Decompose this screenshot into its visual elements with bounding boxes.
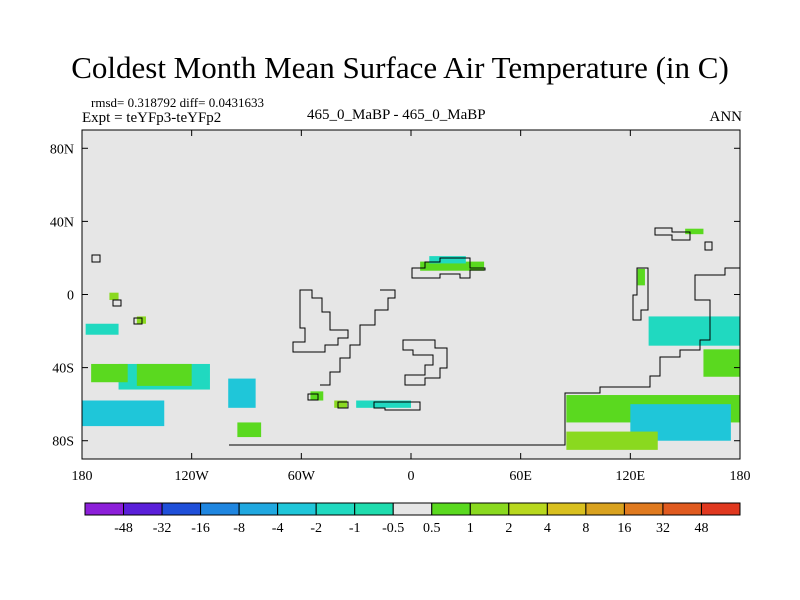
colorbar-label-9: 1 (467, 521, 474, 536)
chart-title: Coldest Month Mean Surface Air Temperatu… (71, 50, 729, 85)
anomaly-region-20 (685, 228, 704, 235)
y-tick-label-2: 0 (67, 289, 74, 304)
y-tick-label-0: 80N (50, 142, 74, 157)
coastlines (91, 227, 740, 446)
anomaly-region-10 (310, 391, 324, 401)
colorbar-box-13 (585, 502, 625, 516)
colorbar-box-11 (508, 502, 548, 516)
small-ring-island-4 (133, 317, 143, 325)
colorbar-label-2: -16 (191, 521, 210, 536)
anomaly-region-8 (136, 316, 146, 324)
colorbar-box-0 (84, 502, 125, 516)
anomaly-regions (82, 228, 740, 450)
rmsd-diff-label: rmsd= 0.318792 diff= 0.0431633 (91, 95, 264, 110)
anomaly-region-13 (429, 256, 466, 264)
anomaly-region-3 (228, 378, 256, 408)
colorbar-label-15: 48 (694, 521, 708, 536)
colorbar-label-8: 0.5 (423, 521, 441, 536)
x-tick-label-1: 120W (175, 469, 210, 484)
anomaly-region-0 (82, 400, 165, 427)
anomaly-region-12 (420, 261, 485, 271)
anomaly-region-17 (566, 431, 658, 450)
y-tick-label-4: 80S (52, 435, 74, 450)
x-tick-label-0: 180 (72, 469, 93, 484)
colorbar-box-9 (431, 502, 471, 516)
anomaly-region-2 (136, 363, 192, 386)
colorbar-label-6: -1 (349, 521, 361, 536)
colorbar-box-3 (200, 502, 240, 516)
colorbar-label-1: -32 (153, 521, 172, 536)
colorbar-box-2 (161, 502, 202, 516)
colorbar-label-7: -0.5 (382, 521, 404, 536)
colorbar-label-10: 2 (505, 521, 512, 536)
colorbar-label-4: -4 (272, 521, 284, 536)
north-island-coastline (411, 257, 486, 279)
small-ring-island-3 (112, 299, 122, 307)
small-ring-island-1 (307, 393, 319, 401)
central-landmass-coastline (292, 289, 349, 353)
season-label: ANN (709, 109, 743, 125)
colorbar-box-6 (315, 502, 356, 516)
colorbar-label-3: -8 (233, 521, 245, 536)
map-axes: 180 120W 60W 0 60E 120E 180 80N 40N 0 40S 80S (50, 130, 751, 484)
colorbar-label-14: 32 (656, 521, 670, 536)
colorbar-label-0: -48 (114, 521, 133, 536)
antarctica-coastline (229, 267, 740, 446)
x-tick-label-6: 180 (730, 469, 751, 484)
anomaly-region-11 (356, 400, 411, 408)
x-tick-label-3: 0 (408, 469, 415, 484)
colorbar-box-14 (623, 502, 664, 516)
x-tick-label-2: 60W (288, 469, 316, 484)
colorbar-label-12: 8 (582, 521, 589, 536)
east-strip-coastline (632, 267, 649, 321)
anomaly-region-18 (648, 316, 740, 346)
colorbar: -48 -32 -16 -8 -4 -2 -1 -0.5 0.5 1 2 4 8 16 32 48 (84, 502, 741, 536)
experiment-label: Expt = teYFp3-teYFp2 (82, 110, 222, 126)
colorbar-box-16 (700, 502, 741, 516)
y-tick-label-1: 40N (50, 215, 74, 230)
colorbar-box-5 (277, 502, 317, 516)
northeast-island-coastline (654, 227, 691, 241)
anomaly-region-14 (703, 349, 740, 377)
ring-island-coastline (402, 339, 448, 386)
colorbar-label-5: -2 (310, 521, 322, 536)
anomaly-region-7 (109, 292, 119, 300)
colorbar-box-1 (123, 502, 163, 516)
y-tick-label-3: 40S (52, 362, 74, 377)
anomaly-region-5 (85, 323, 119, 335)
colorbar-box-4 (238, 502, 279, 516)
run-comparison-label: 465_0_MaBP - 465_0_MaBP (307, 107, 486, 123)
small-ring-island-2 (337, 401, 349, 409)
southern-america-coastline (320, 289, 396, 386)
colorbar-box-15 (662, 502, 702, 516)
colorbar-box-7 (354, 502, 394, 516)
anomaly-region-19 (637, 268, 645, 286)
colorbar-box-10 (469, 502, 510, 516)
colorbar-box-8 (392, 502, 433, 516)
anomaly-region-9 (334, 400, 348, 408)
colorbar-label-11: 4 (544, 521, 551, 536)
east-small-island-coastline (704, 241, 713, 251)
south-strip-coastline (373, 401, 421, 411)
colorbar-label-13: 16 (617, 521, 631, 536)
x-tick-label-4: 60E (509, 469, 532, 484)
anomaly-region-4 (237, 422, 262, 438)
colorbar-box-12 (546, 502, 587, 516)
west-small-island-coastline (91, 254, 101, 263)
anomaly-region-6 (91, 363, 128, 383)
x-tick-label-5: 120E (616, 469, 646, 484)
